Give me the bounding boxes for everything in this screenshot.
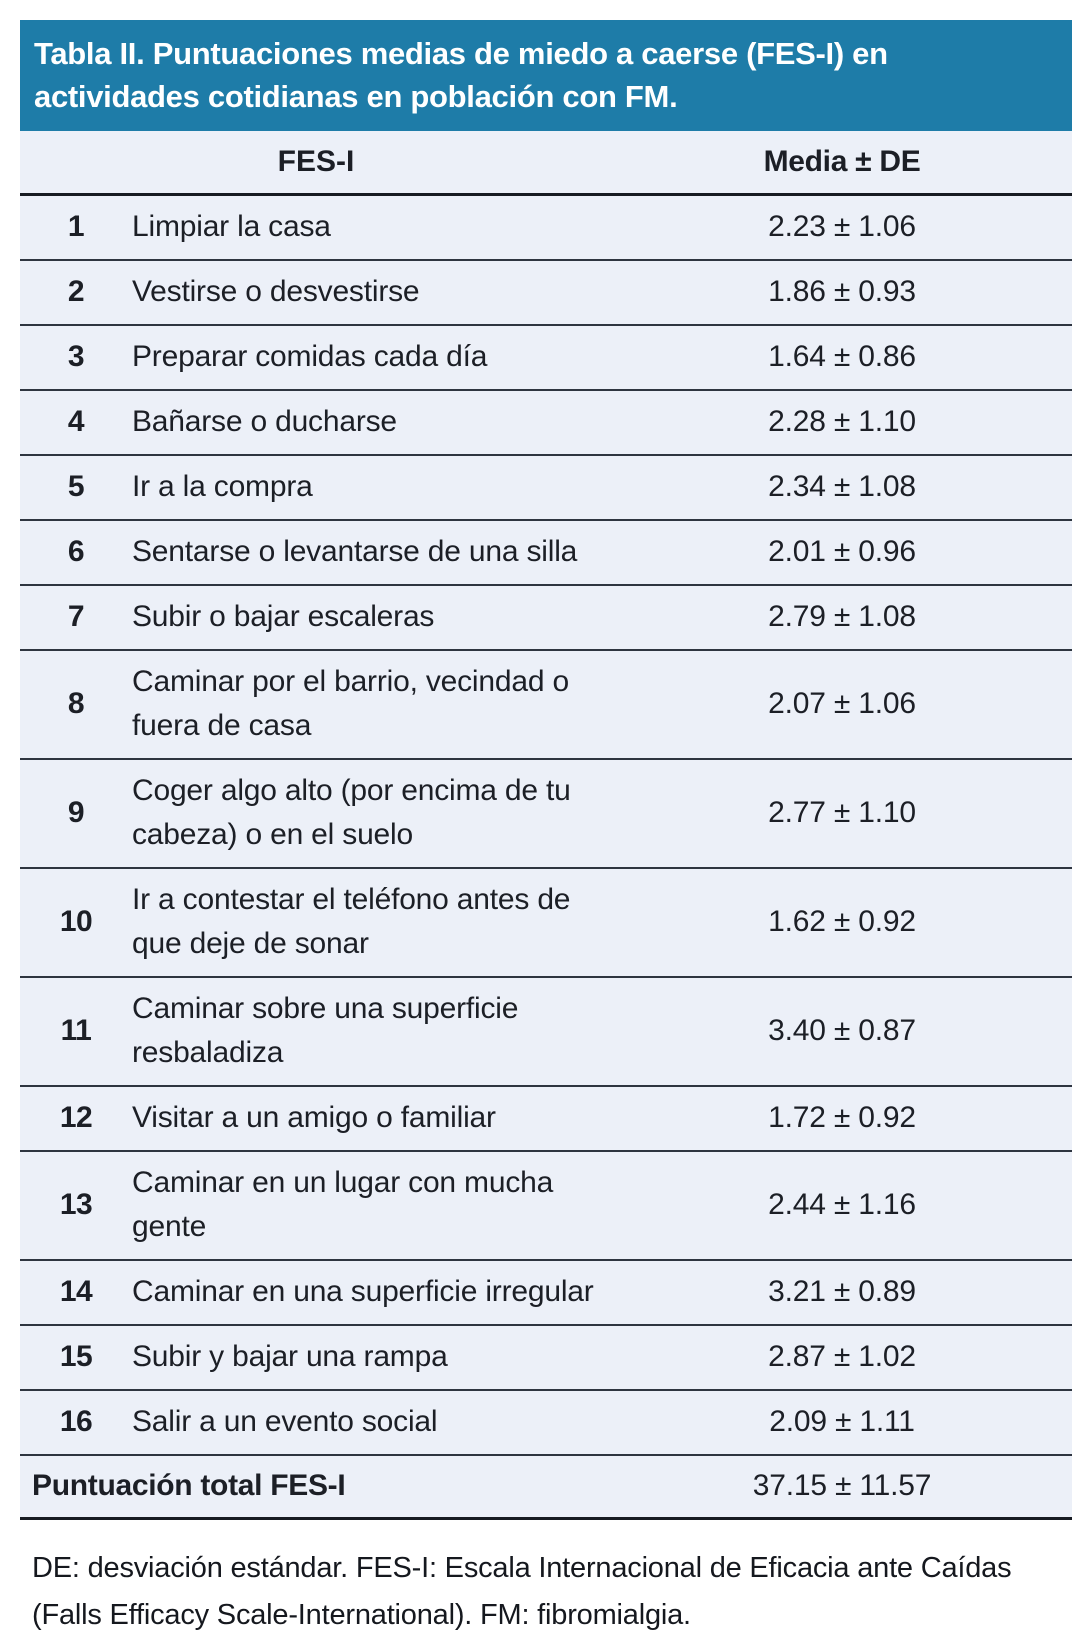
table-footnote: DE: desviación estándar. FES-I: Escala I… [32, 1552, 1012, 1631]
mean-sd-value: 2.28 ± 1.10 [768, 405, 916, 438]
mean-sd-value: 2.23 ± 1.06 [768, 210, 916, 243]
activity-label: Subir y bajar una rampa [132, 1340, 448, 1373]
table-row: 14 Caminar en una superficie irregular 3… [20, 1259, 1072, 1324]
mean-sd-value: 3.21 ± 0.89 [768, 1275, 916, 1308]
activity-label: Visitar a un amigo o familiar [132, 1101, 496, 1134]
activity-label: Salir a un evento social [132, 1405, 438, 1438]
table-row: 12 Visitar a un amigo o familiar 1.72 ± … [20, 1085, 1072, 1150]
row-number: 15 [59, 1340, 93, 1373]
mean-sd-value: 2.44 ± 1.16 [768, 1188, 916, 1221]
row-number: 12 [59, 1101, 93, 1134]
activity-label: Limpiar la casa [132, 210, 331, 243]
row-number: 9 [67, 796, 85, 829]
row-number: 11 [60, 1014, 92, 1047]
row-number: 6 [67, 535, 85, 568]
activity-label: Ir a contestar el teléfono antes de que … [132, 883, 571, 960]
activity-label: Vestirse o desvestirse [132, 275, 420, 308]
table-row: 3 Preparar comidas cada día 1.64 ± 0.86 [20, 324, 1072, 389]
activity-label: Caminar en una superficie irregular [132, 1275, 594, 1308]
activity-label: Caminar sobre una superficie resbaladiza [132, 992, 519, 1069]
table-header-row: FES-I Media ± DE [20, 131, 1072, 193]
total-value: 37.15 ± 11.57 [752, 1469, 932, 1502]
activity-label: Ir a la compra [132, 470, 313, 503]
activity-label: Sentarse o levantarse de una silla [132, 535, 578, 568]
mean-sd-value: 1.62 ± 0.92 [768, 905, 916, 938]
row-number: 13 [59, 1188, 93, 1221]
activity-label: Caminar en un lugar con mucha gente [132, 1166, 554, 1243]
table-row: 7 Subir o bajar escaleras 2.79 ± 1.08 [20, 584, 1072, 649]
row-number: 7 [67, 600, 85, 633]
activity-label: Caminar por el barrio, vecindad o fuera … [132, 665, 569, 742]
total-label: Puntuación total FES-I [32, 1469, 346, 1502]
row-number: 10 [59, 905, 93, 938]
mean-sd-value: 2.09 ± 1.11 [769, 1405, 915, 1438]
row-number: 2 [67, 275, 85, 308]
table-row: 4 Bañarse o ducharse 2.28 ± 1.10 [20, 389, 1072, 454]
table-body: 1 Limpiar la casa 2.23 ± 1.06 2 Vestirse… [20, 193, 1072, 1454]
row-number: 14 [59, 1275, 93, 1308]
total-row: Puntuación total FES-I 37.15 ± 11.57 [20, 1454, 1072, 1520]
row-number: 5 [67, 470, 85, 503]
mean-sd-value: 1.64 ± 0.86 [768, 340, 916, 373]
table-row: 15 Subir y bajar una rampa 2.87 ± 1.02 [20, 1324, 1072, 1389]
mean-sd-value: 1.72 ± 0.92 [768, 1101, 916, 1134]
mean-sd-value: 2.79 ± 1.08 [768, 600, 916, 633]
column-header-media-de: Media ± DE [763, 145, 921, 178]
table-row: 1 Limpiar la casa 2.23 ± 1.06 [20, 193, 1072, 259]
mean-sd-value: 2.87 ± 1.02 [768, 1340, 916, 1373]
table-row: 5 Ir a la compra 2.34 ± 1.08 [20, 454, 1072, 519]
row-number: 16 [59, 1405, 93, 1438]
mean-sd-value: 2.34 ± 1.08 [768, 470, 916, 503]
table-title: Tabla II. Puntuaciones medias de miedo a… [20, 20, 1072, 131]
mean-sd-value: 2.77 ± 1.10 [768, 796, 916, 829]
table-row: 6 Sentarse o levantarse de una silla 2.0… [20, 519, 1072, 584]
activity-label: Subir o bajar escaleras [132, 600, 435, 633]
mean-sd-value: 2.01 ± 0.96 [768, 535, 916, 568]
table-row: 16 Salir a un evento social 2.09 ± 1.11 [20, 1389, 1072, 1454]
table-row: 13 Caminar en un lugar con mucha gente 2… [20, 1150, 1072, 1259]
table-row: 11 Caminar sobre una superficie resbalad… [20, 976, 1072, 1085]
mean-sd-value: 3.40 ± 0.87 [768, 1014, 916, 1047]
row-number: 8 [67, 687, 85, 720]
mean-sd-value: 2.07 ± 1.06 [768, 687, 916, 720]
fes-i-table: Tabla II. Puntuaciones medias de miedo a… [20, 20, 1072, 1639]
row-number: 4 [67, 405, 85, 438]
activity-label: Preparar comidas cada día [132, 340, 488, 373]
table-row: 2 Vestirse o desvestirse 1.86 ± 0.93 [20, 259, 1072, 324]
table-row: 9 Coger algo alto (por encima de tu cabe… [20, 758, 1072, 867]
table-row: 10 Ir a contestar el teléfono antes de q… [20, 867, 1072, 976]
row-number: 1 [67, 210, 85, 243]
activity-label: Coger algo alto (por encima de tu cabeza… [132, 774, 571, 851]
mean-sd-value: 1.86 ± 0.93 [768, 275, 916, 308]
row-number: 3 [67, 340, 85, 373]
column-header-fes-i: FES-I [277, 145, 355, 178]
table-row: 8 Caminar por el barrio, vecindad o fuer… [20, 649, 1072, 758]
activity-label: Bañarse o ducharse [132, 405, 397, 438]
